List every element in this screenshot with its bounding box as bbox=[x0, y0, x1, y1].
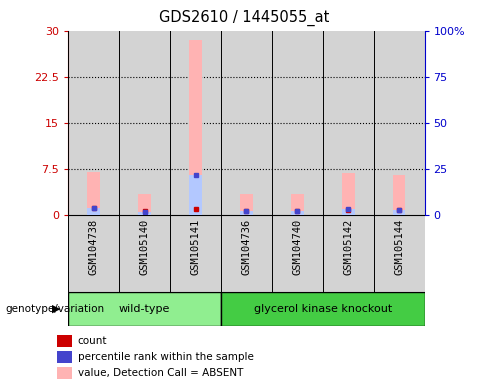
Bar bbox=[57, 351, 72, 363]
Bar bbox=[374, 215, 425, 292]
Text: count: count bbox=[78, 336, 107, 346]
Bar bbox=[374, 31, 425, 215]
Bar bbox=[240, 194, 253, 215]
Bar bbox=[68, 31, 119, 215]
Bar bbox=[272, 215, 323, 292]
Bar bbox=[119, 215, 170, 292]
Bar bbox=[119, 31, 170, 215]
Bar bbox=[170, 31, 221, 215]
Bar bbox=[291, 211, 304, 215]
Bar bbox=[138, 212, 151, 215]
Text: GSM105144: GSM105144 bbox=[394, 219, 404, 275]
Text: GSM105140: GSM105140 bbox=[140, 219, 150, 275]
Bar bbox=[221, 292, 425, 326]
Bar bbox=[221, 215, 272, 292]
Bar bbox=[393, 210, 406, 215]
Text: wild-type: wild-type bbox=[119, 304, 170, 314]
Bar bbox=[323, 31, 374, 215]
Text: GSM104738: GSM104738 bbox=[89, 219, 99, 275]
Text: GDS2610 / 1445055_at: GDS2610 / 1445055_at bbox=[159, 10, 329, 26]
Bar bbox=[68, 215, 119, 292]
Bar bbox=[138, 194, 151, 215]
Bar bbox=[342, 173, 355, 215]
Bar bbox=[87, 208, 100, 215]
Bar bbox=[87, 172, 100, 215]
Bar bbox=[189, 40, 202, 215]
Text: GSM104740: GSM104740 bbox=[292, 219, 303, 275]
Bar bbox=[342, 209, 355, 215]
Text: genotype/variation: genotype/variation bbox=[5, 304, 104, 314]
Bar bbox=[323, 215, 374, 292]
Bar bbox=[170, 215, 221, 292]
Text: glycerol kinase knockout: glycerol kinase knockout bbox=[254, 304, 392, 314]
Text: ▶: ▶ bbox=[52, 304, 61, 314]
Bar bbox=[57, 367, 72, 379]
Bar bbox=[272, 31, 323, 215]
Bar bbox=[393, 175, 406, 215]
Text: GSM104736: GSM104736 bbox=[242, 219, 251, 275]
Bar bbox=[68, 292, 221, 326]
Bar bbox=[221, 31, 272, 215]
Text: GSM105141: GSM105141 bbox=[190, 219, 201, 275]
Bar bbox=[240, 211, 253, 215]
Text: value, Detection Call = ABSENT: value, Detection Call = ABSENT bbox=[78, 368, 243, 378]
Bar bbox=[291, 194, 304, 215]
Text: percentile rank within the sample: percentile rank within the sample bbox=[78, 352, 254, 362]
Text: GSM105142: GSM105142 bbox=[343, 219, 353, 275]
Bar bbox=[189, 175, 202, 215]
Bar bbox=[57, 335, 72, 346]
